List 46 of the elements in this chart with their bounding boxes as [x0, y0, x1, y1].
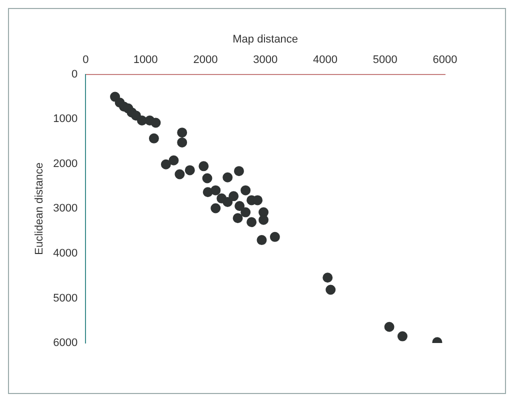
point — [252, 195, 263, 206]
point — [234, 201, 245, 212]
x-tick-label: 1000 — [133, 54, 158, 66]
y-axis-title: Euclidean distance — [34, 162, 46, 255]
y-tick-label: 5000 — [53, 292, 78, 304]
y-tick-label: 6000 — [53, 337, 78, 350]
point — [177, 137, 188, 148]
x-tick-label: 2000 — [193, 54, 218, 66]
y-tick-label: 1000 — [53, 113, 78, 126]
point — [232, 213, 243, 224]
point — [150, 118, 161, 128]
point — [210, 203, 221, 214]
point — [228, 191, 239, 202]
point — [174, 169, 185, 180]
x-tick-label: 6000 — [432, 54, 458, 66]
point — [322, 272, 333, 283]
point — [326, 284, 336, 295]
point — [202, 187, 213, 198]
point — [160, 159, 171, 170]
point — [246, 217, 257, 228]
point — [222, 196, 233, 207]
point — [240, 185, 251, 196]
point — [270, 232, 280, 242]
point — [148, 133, 159, 144]
point — [234, 166, 244, 176]
x-tick-label: 5000 — [372, 54, 398, 66]
point — [397, 331, 408, 342]
x-tick-label: 0 — [82, 54, 89, 66]
point — [198, 161, 209, 172]
point — [256, 235, 267, 246]
y-tick-label: 0 — [72, 68, 78, 80]
y-tick-label: 2000 — [53, 158, 78, 170]
y-tick-label: 4000 — [53, 248, 78, 260]
y-tick-label: 3000 — [53, 202, 78, 215]
point — [258, 214, 269, 225]
point — [168, 155, 179, 166]
x-tick-label: 3000 — [253, 54, 278, 66]
point — [210, 185, 221, 196]
point — [384, 322, 394, 332]
point — [202, 173, 212, 184]
point — [240, 207, 251, 218]
x-tick-label: 4000 — [312, 54, 338, 66]
point — [184, 165, 195, 176]
x-axis-title: Map distance — [232, 34, 298, 46]
point — [222, 172, 233, 182]
point — [177, 128, 188, 138]
